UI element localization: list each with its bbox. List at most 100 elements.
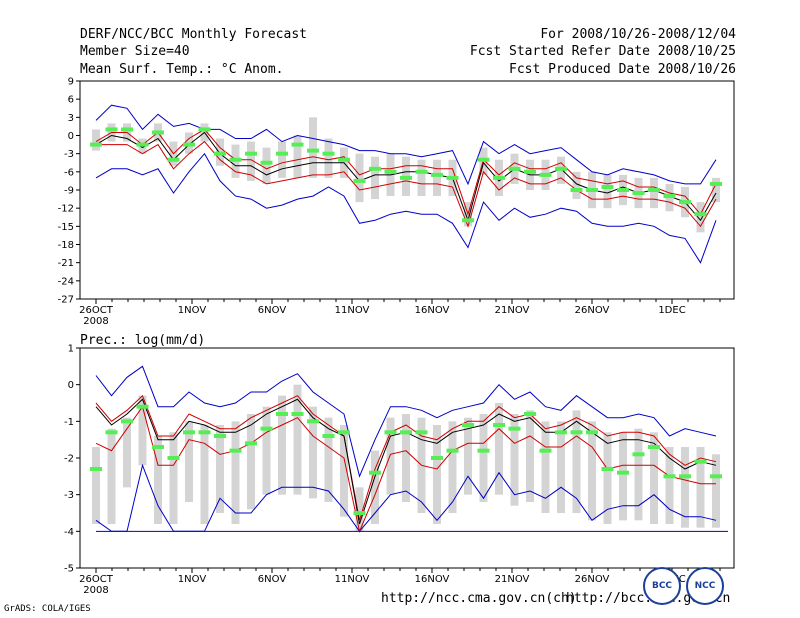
temperature-box	[433, 159, 441, 197]
precipitation-observed-marker	[353, 511, 366, 515]
temperature-observed-marker	[291, 142, 304, 147]
precipitation-ytick-label: -5	[64, 564, 74, 575]
temperature-observed-marker	[276, 151, 288, 156]
precipitation-box	[402, 414, 410, 502]
temperature-box	[371, 156, 379, 200]
temperature-ytick-label: -18	[58, 240, 74, 251]
temperature-box	[572, 171, 581, 200]
precipitation-box	[510, 414, 519, 506]
precipitation-xtick-label: 11NOV	[335, 574, 370, 585]
temperature-ytick-label: -24	[58, 276, 74, 287]
precipitation-box	[603, 432, 612, 524]
precipitation-ytick-label: -1	[64, 417, 74, 428]
precipitation-box	[138, 395, 147, 466]
temperature-observed-marker	[384, 169, 397, 174]
precipitation-box	[681, 447, 689, 528]
precipitation-observed-marker	[322, 434, 335, 438]
temperature-observed-marker	[493, 175, 505, 180]
precipitation-p75-line	[95, 394, 717, 521]
precipitation-box	[572, 410, 581, 513]
temperature-observed-marker	[446, 175, 459, 180]
precipitation-box	[541, 421, 550, 513]
precipitation-observed-marker	[555, 430, 567, 435]
precipitation-observed-marker	[462, 423, 474, 427]
precipitation-box	[154, 436, 162, 524]
temperature-ytick-label: 6	[68, 95, 74, 106]
precipitation-xtick-label: 6NOV	[258, 574, 287, 585]
precipitation-box	[247, 414, 255, 510]
precipitation-observed-marker	[648, 445, 660, 449]
precipitation-xtick-label: 1NOV	[178, 574, 207, 585]
ncc-logo: NCC	[686, 567, 724, 605]
precipitation-observed-marker	[493, 423, 505, 427]
temperature-xtick-label: 21NOV	[495, 305, 530, 316]
precipitation-box	[588, 421, 596, 521]
produced-date: Fcst Produced Date 2008/10/26	[509, 62, 736, 77]
temperature-observed-marker	[431, 172, 443, 177]
temperature-observed-marker	[198, 127, 211, 132]
precipitation-observed-marker	[539, 448, 552, 453]
precipitation-observed-marker	[586, 430, 598, 435]
precipitation-observed-marker	[260, 426, 273, 431]
precipitation-box	[448, 421, 457, 513]
precipitation-box	[650, 432, 658, 524]
precipitation-observed-marker	[183, 430, 195, 435]
precipitation-box	[386, 417, 395, 495]
temperature-xtick-year: 2008	[83, 316, 108, 327]
temperature-observed-marker	[307, 148, 319, 153]
temperature-observed-marker	[90, 142, 102, 147]
temperature-p75-line	[96, 140, 717, 228]
temperature-observed-marker	[586, 188, 598, 192]
precipitation-observed-marker	[400, 430, 412, 435]
precipitation-box	[231, 421, 240, 524]
precipitation-box	[340, 425, 348, 517]
chart-title: DERF/NCC/BCC Monthly Forecast	[80, 27, 307, 42]
temperature-box	[309, 117, 317, 178]
temperature-p25-line	[95, 128, 717, 216]
precipitation-box	[293, 384, 302, 495]
temperature-box	[712, 177, 720, 203]
precipitation-box	[634, 428, 643, 521]
temperature-box	[603, 174, 612, 209]
precipitation-observed-marker	[167, 456, 180, 460]
temperature-observed-marker	[121, 127, 133, 132]
precipitation-observed-marker	[90, 467, 102, 471]
precipitation-box	[200, 425, 209, 524]
precipitation-ytick-label: -2	[64, 454, 74, 465]
temperature-observed-marker	[617, 188, 629, 192]
grads-credit: GrADS: COLA/IGES	[4, 604, 91, 614]
temperature-observed-marker	[322, 151, 335, 156]
temperature-observed-marker	[524, 169, 536, 174]
precipitation-box	[107, 428, 116, 524]
precipitation-observed-marker	[663, 474, 676, 479]
temperature-max-line	[95, 152, 717, 264]
precipitation-observed-marker	[570, 430, 583, 435]
precipitation-box	[262, 406, 271, 495]
precipitation-observed-marker	[291, 412, 304, 416]
temperature-observed-marker	[105, 127, 118, 132]
precipitation-xtick-label: 16NOV	[415, 574, 450, 585]
precipitation-box	[665, 447, 674, 524]
temperature-observed-marker	[601, 184, 614, 189]
precipitation-observed-marker	[632, 452, 645, 457]
precipitation-box	[479, 414, 488, 502]
temperature-observed-marker	[679, 200, 691, 205]
precipitation-observed-marker	[508, 426, 521, 431]
temperature-xtick-label: 16NOV	[415, 305, 450, 316]
temperature-box	[247, 141, 255, 181]
precipitation-observed-marker	[245, 441, 257, 446]
precipitation-observed-marker	[694, 459, 707, 464]
precipitation-observed-marker	[617, 470, 629, 475]
temperature-observed-marker	[338, 157, 350, 162]
temperature-xtick-label: 1NOV	[178, 305, 207, 316]
temperature-observed-marker	[555, 166, 567, 171]
precipitation-box	[495, 403, 503, 495]
precipitation-box	[185, 421, 193, 502]
precipitation-observed-marker	[601, 467, 614, 471]
temperature-observed-marker	[260, 160, 273, 165]
temperature-observed-marker	[539, 172, 552, 177]
url-ncc[interactable]: http://ncc.cma.gov.cn(ch)	[381, 591, 577, 606]
temperature-ytick-label: -15	[58, 222, 74, 233]
temperature-xtick-label: 11NOV	[335, 305, 370, 316]
